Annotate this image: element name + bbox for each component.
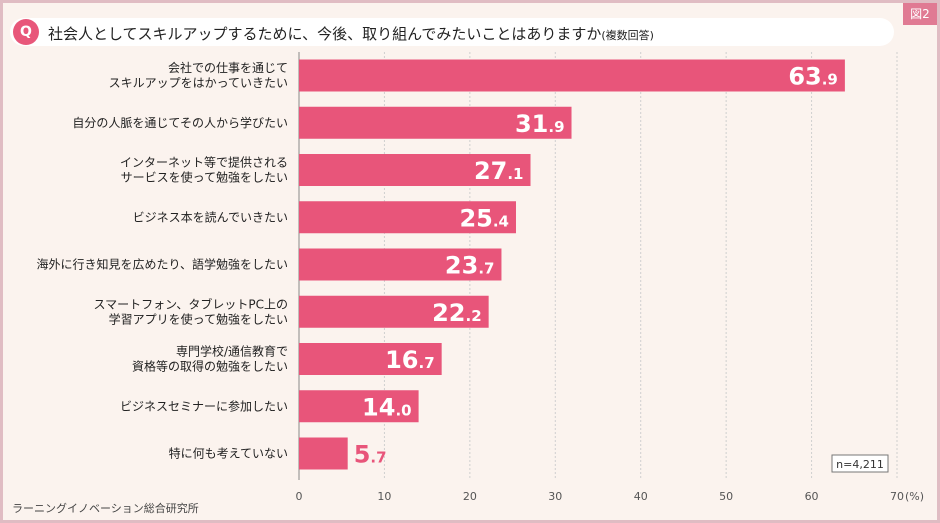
value-int: 27 [474,157,507,185]
value-label: 25.4 [459,204,509,232]
category-label: スマートフォン、タブレットPC上の [93,296,288,311]
question-sub: (複数回答) [601,29,654,42]
value-dec: .7 [370,449,386,467]
value-label: 31.9 [515,110,565,138]
bar [299,59,845,92]
value-int: 16 [385,346,418,374]
value-dec: .7 [419,354,435,372]
x-tick-label: 30 [548,490,562,503]
value-int: 5 [354,441,371,469]
category-label: インターネット等で提供される [120,155,288,170]
value-label: 63.9 [788,63,838,91]
sample-size-box [831,454,889,473]
x-tick-label: 50 [719,490,733,503]
category-label: ビジネスセミナーに参加したい [120,398,288,413]
value-dec: .9 [822,71,838,89]
category-label: 自分の人脈を通じてその人から学びたい [72,115,288,130]
question-badge: Q [13,19,39,45]
bar [299,154,531,186]
value-label: 14.0 [362,393,412,421]
x-tick-label: 0 [296,490,303,503]
category-label: 学習アプリを使って勉強をしたい [109,311,288,326]
sample-size-note: n=4,211 [836,458,884,471]
category-label: ビジネス本を読んでいきたい [133,209,288,224]
value-label: 27.1 [474,157,524,185]
category-label: 資格等の取得の勉強をしたい [132,359,288,374]
value-int: 23 [445,252,478,280]
value-dec: .2 [466,307,482,325]
bar [299,106,572,139]
category-label: サービスを使って勉強をしたい [121,170,288,185]
question-text: 社会人としてスキルアップするために、今後、取り組んでみたいことはありますか(複数… [48,23,654,44]
x-tick-label: 20 [463,490,477,503]
value-int: 31 [515,110,548,138]
category-label: 海外に行き知見を広めたり、語学勉強をしたい [36,257,288,272]
bar [299,437,348,470]
value-int: 22 [432,299,465,327]
category-label: 特に何も考えていない [169,446,288,461]
x-tick-label: 70 [890,490,904,503]
value-dec: .0 [395,401,411,419]
x-tick-label: 60 [805,490,819,503]
category-label: スキルアップをはかっていきたい [109,76,288,90]
x-tick-label: 10 [377,490,391,503]
value-int: 25 [459,204,492,232]
value-dec: .4 [493,212,509,230]
value-int: 14 [362,393,395,421]
value-label: 5.7 [354,441,387,469]
value-label: 16.7 [385,346,435,374]
bar [299,390,419,423]
x-unit-label: (%) [905,490,924,503]
question-header [10,18,894,46]
bar [299,343,442,375]
value-label: 23.7 [445,252,495,280]
question-main: 社会人としてスキルアップするために、今後、取り組んでみたいことはありますか [48,25,602,43]
value-dec: .9 [548,118,564,136]
value-label: 22.2 [432,299,482,327]
bar [299,201,516,234]
bar [299,248,502,281]
source-credit: ラーニングイノベーション総合研究所 [12,502,199,515]
category-label: 会社での仕事を通じて [168,60,288,75]
x-tick-label: 40 [634,490,648,503]
value-int: 63 [788,63,821,91]
value-dec: .1 [507,165,523,183]
figure-tag: 図2 [903,3,937,25]
value-dec: .7 [478,260,494,278]
category-label: 専門学校/通信教育で [176,344,288,359]
bar [299,295,489,328]
